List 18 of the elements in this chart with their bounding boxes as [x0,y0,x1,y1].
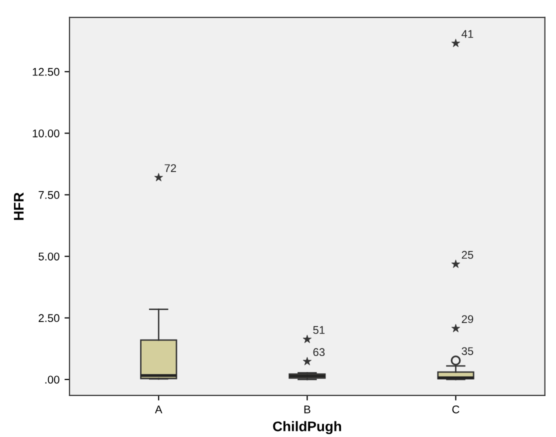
y-tick-label: 2.50 [38,314,60,322]
y-tick-label: 10.00 [32,129,60,138]
y-tick-label: 12.50 [32,68,60,76]
x-tick-label: A [154,406,162,414]
y-tick-label: 5.00 [38,252,60,260]
annotation: 29 [462,315,474,324]
y-tick-label: .00 [45,376,60,384]
y-tick-label: 7.50 [38,191,60,199]
annotation: 51 [313,326,325,334]
annotation: 72 [164,164,176,172]
annotation: 63 [313,348,325,356]
x-axis-title: ChildPugh [273,421,342,434]
y-axis-title: HFR [14,192,24,220]
x-tick-label: B [304,406,310,414]
annotation: 35 [462,347,474,356]
annotation: 41 [462,30,474,38]
annotation: 25 [462,250,474,259]
x-tick-label: C [452,406,460,414]
